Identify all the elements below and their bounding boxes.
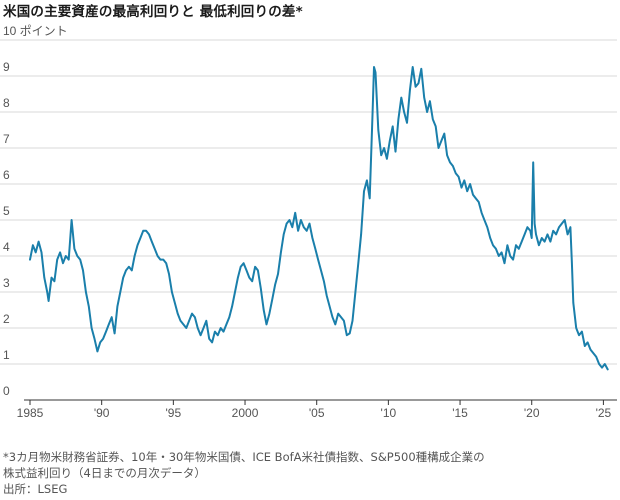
y-tick-label-8: 8: [3, 96, 10, 110]
series-line-0: [29, 66, 609, 371]
x-axis: 1985 '90 '95 2000 '05 '10 '15 '20 '25: [17, 399, 617, 420]
x-tick-label-1990: '90: [94, 406, 110, 420]
y-tick-label-7: 7: [3, 132, 10, 146]
footnote-line-2: 株式益利回り（4日までの月次データ）: [3, 466, 206, 480]
y-tick-label-3: 3: [3, 276, 10, 290]
y-tick-label-0: 0: [3, 384, 10, 398]
x-tick-label-2025: '25: [596, 406, 612, 420]
y-tick-label-6: 6: [3, 168, 10, 182]
y-axis: 0 1 2 3 4 5 6 7 8 9 10 ポイント: [3, 24, 68, 398]
footnote-line-1: *3カ月物米財務省証券、10年・30年物米国債、ICE BofA米社債指数、S&…: [3, 450, 485, 464]
x-tick-label-2020: '20: [524, 406, 540, 420]
y-tick-label-9: 9: [3, 60, 10, 74]
x-tick-label-2015: '15: [452, 406, 468, 420]
y-tick-label-10: 10 ポイント: [3, 24, 68, 38]
y-tick-label-2: 2: [3, 312, 10, 326]
y-tick-label-5: 5: [3, 204, 10, 218]
line-chart: 0 1 2 3 4 5 6 7 8 9 10 ポイント 1985 '90 '95 2000 '05 '10 '1…: [0, 24, 617, 420]
x-tick-label-2005: '05: [309, 406, 325, 420]
x-tick-label-2010: '10: [381, 406, 397, 420]
x-tick-label-1995: '95: [166, 406, 182, 420]
chart-title: 米国の主要資産の最高利回りと 最低利回りの差*: [3, 4, 303, 20]
series-layer: [29, 66, 609, 371]
grid-lines: [0, 39, 617, 365]
source-note: 出所：LSEG: [3, 482, 68, 496]
y-tick-label-4: 4: [3, 240, 10, 254]
x-tick-label-2000: 2000: [232, 406, 259, 420]
x-tick-label-1985: 1985: [17, 406, 44, 420]
y-tick-label-1: 1: [3, 348, 10, 362]
